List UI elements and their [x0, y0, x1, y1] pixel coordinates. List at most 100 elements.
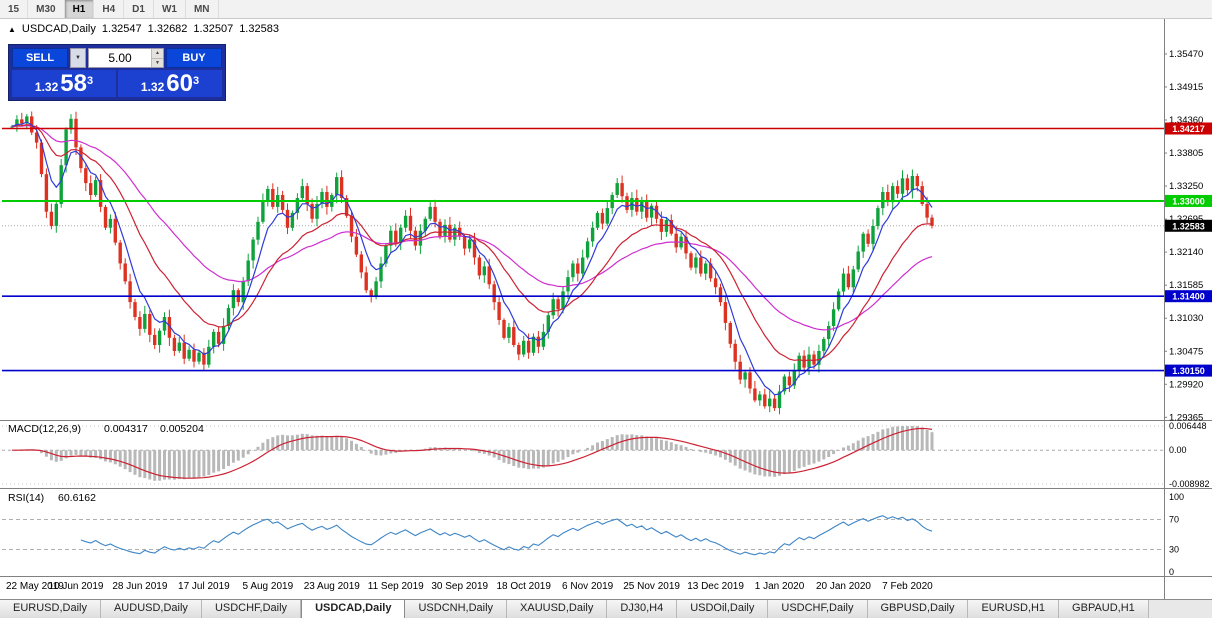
timeframe-button-w1[interactable]: W1	[154, 0, 186, 18]
ohlc-low: 1.32507	[193, 23, 234, 35]
svg-text:7 Feb 2020: 7 Feb 2020	[882, 581, 933, 592]
svg-text:1.33000: 1.33000	[1172, 196, 1205, 206]
svg-text:28 Jun 2019: 28 Jun 2019	[112, 581, 167, 592]
chart-tab-usdchf-daily[interactable]: USDCHF,Daily	[201, 600, 302, 618]
chart-tab-usdchf-daily[interactable]: USDCHF,Daily	[768, 600, 868, 618]
ohlc-high: 1.32682	[147, 23, 188, 35]
svg-text:11 Sep 2019: 11 Sep 2019	[368, 581, 424, 592]
chart-tab-eurusd-h1[interactable]: EURUSD,H1	[968, 600, 1060, 618]
svg-text:1.33805: 1.33805	[1169, 148, 1203, 159]
chevron-down-icon: ▼	[75, 55, 81, 61]
svg-text:1.30475: 1.30475	[1169, 346, 1203, 357]
svg-text:1.34915: 1.34915	[1169, 82, 1203, 93]
buy-price-point: 3	[192, 75, 200, 87]
lot-increase-button[interactable]: ▲	[152, 49, 163, 59]
timeframe-button-15[interactable]: 15	[0, 0, 29, 18]
timeframe-button-mn[interactable]: MN	[186, 0, 219, 18]
lot-spinner: ▲ ▼	[151, 49, 163, 67]
svg-text:10 Jun 2019: 10 Jun 2019	[48, 581, 103, 592]
ohlc-header: ▲ USDCAD,Daily 1.32547 1.32682 1.32507 1…	[8, 23, 279, 35]
svg-text:MACD(12,26,9): MACD(12,26,9)	[8, 423, 81, 435]
chart-tab-dj30-h4[interactable]: DJ30,H4	[607, 600, 678, 618]
svg-text:1.31400: 1.31400	[1172, 292, 1205, 302]
svg-text:1.33250: 1.33250	[1169, 181, 1203, 192]
chart-title: USDCAD,Daily	[21, 23, 96, 35]
ohlc-open: 1.32547	[101, 23, 142, 35]
lot-preset-dropdown[interactable]: ▼	[70, 48, 86, 68]
buy-price-tile[interactable]: 1.32 60 3	[118, 70, 222, 97]
sell-price-point: 3	[86, 75, 94, 87]
sell-price-tile[interactable]: 1.32 58 3	[12, 70, 116, 97]
svg-text:0.005204: 0.005204	[160, 423, 204, 435]
current-price-tag	[1165, 219, 1212, 232]
timeframe-button-m30[interactable]: M30	[28, 0, 65, 18]
svg-text:1.34360: 1.34360	[1169, 115, 1203, 126]
svg-text:22 May 2019: 22 May 2019	[6, 581, 64, 592]
svg-text:1.31030: 1.31030	[1169, 313, 1203, 324]
chart-tab-gbpusd-daily[interactable]: GBPUSD,Daily	[867, 600, 969, 618]
collapse-panel-icon[interactable]: ▲	[8, 24, 16, 34]
svg-text:1.31585: 1.31585	[1169, 280, 1203, 291]
svg-text:23 Aug 2019: 23 Aug 2019	[304, 581, 361, 592]
svg-text:1.34217: 1.34217	[1172, 124, 1205, 134]
svg-text:1.32695: 1.32695	[1169, 214, 1203, 225]
svg-text:25 Nov 2019: 25 Nov 2019	[623, 581, 680, 592]
chart-area[interactable]: 1.35470 1.34915 1.34360 1.33805 1.33250 1.326…	[0, 18, 1212, 600]
buy-price-main: 1.32	[140, 80, 165, 94]
svg-text:RSI(14): RSI(14)	[8, 492, 44, 504]
moving-average-lines	[11, 121, 933, 396]
chart-tab-audusd-daily[interactable]: AUDUSD,Daily	[100, 600, 202, 618]
macd-pane: MACD(12,26,9) 0.004317 0.005204 0.006448 0.0…	[2, 421, 1210, 489]
buy-button[interactable]: BUY	[166, 48, 222, 68]
price-axis[interactable]: 1.35470 1.34915 1.34360 1.33805 1.33250 1.326…	[1164, 49, 1212, 423]
svg-text:1.35470: 1.35470	[1169, 49, 1203, 60]
svg-text:1.30150: 1.30150	[1172, 366, 1205, 376]
svg-text:20 Jan 2020: 20 Jan 2020	[816, 581, 871, 592]
sell-price-main: 1.32	[34, 80, 59, 94]
svg-text:0.006448: 0.006448	[1169, 421, 1207, 431]
svg-text:0.004317: 0.004317	[104, 423, 148, 435]
lot-decrease-button[interactable]: ▼	[152, 58, 163, 67]
chart-tab-gbpaud-h1[interactable]: GBPAUD,H1	[1059, 600, 1149, 618]
chart-tab-usdcnh-daily[interactable]: USDCNH,Daily	[405, 600, 508, 618]
svg-text:1 Jan 2020: 1 Jan 2020	[755, 581, 805, 592]
svg-text:18 Oct 2019: 18 Oct 2019	[496, 581, 551, 592]
svg-text:30: 30	[1169, 545, 1179, 555]
svg-text:1.32140: 1.32140	[1169, 247, 1203, 258]
chart-tab-usdcad-daily[interactable]: USDCAD,Daily	[301, 600, 406, 618]
chart-tab-xauusd-daily[interactable]: XAUUSD,Daily	[507, 600, 608, 618]
chart-tab-usdoil-daily[interactable]: USDOil,Daily	[677, 600, 769, 618]
svg-text:100: 100	[1169, 492, 1184, 502]
svg-text:5 Aug 2019: 5 Aug 2019	[243, 581, 294, 592]
svg-text:60.6162: 60.6162	[58, 492, 96, 504]
svg-text:-0.008982: -0.008982	[1169, 479, 1210, 489]
svg-text:6 Nov 2019: 6 Nov 2019	[562, 581, 614, 592]
svg-text:70: 70	[1169, 515, 1179, 525]
level-lines[interactable]	[2, 127, 1164, 372]
buy-price-pips: 60	[166, 70, 193, 97]
svg-text:30 Sep 2019: 30 Sep 2019	[431, 581, 488, 592]
one-click-trading-panel: SELL ▼ 5.00 ▲ ▼ BUY 1.32 58 3	[8, 44, 226, 101]
one-click-prices: 1.32 58 3 1.32 60 3	[12, 70, 222, 97]
one-click-controls: SELL ▼ 5.00 ▲ ▼ BUY	[12, 48, 222, 68]
timeframe-button-h1[interactable]: H1	[64, 0, 95, 18]
price-chart-canvas[interactable]: 1.354701.349151.343601.338051.332501.326…	[0, 18, 1212, 600]
sell-button[interactable]: SELL	[12, 48, 68, 68]
lot-size-value[interactable]: 5.00	[108, 51, 132, 65]
chart-tab-eurusd-daily[interactable]: EURUSD,Daily	[0, 600, 101, 618]
svg-text:1.29365: 1.29365	[1169, 412, 1203, 423]
timeframe-button-d1[interactable]: D1	[124, 0, 154, 18]
ohlc-close: 1.32583	[239, 23, 279, 35]
svg-text:17 Jul 2019: 17 Jul 2019	[178, 581, 230, 592]
chart-tabs-bar: EURUSD,Daily AUDUSD,Daily USDCHF,Daily USDC…	[0, 599, 1212, 618]
timeframe-button-h4[interactable]: H4	[94, 0, 125, 18]
rsi-pane: RSI(14) 60.6162 100 70 30 0	[2, 492, 1184, 577]
svg-text:13 Dec 2019: 13 Dec 2019	[687, 581, 744, 592]
svg-text:0: 0	[1169, 567, 1174, 577]
sell-price-pips: 58	[60, 70, 87, 97]
svg-text:0.00: 0.00	[1169, 445, 1187, 455]
svg-text:1.29920: 1.29920	[1169, 379, 1203, 390]
lot-size-field[interactable]: 5.00 ▲ ▼	[88, 48, 164, 68]
